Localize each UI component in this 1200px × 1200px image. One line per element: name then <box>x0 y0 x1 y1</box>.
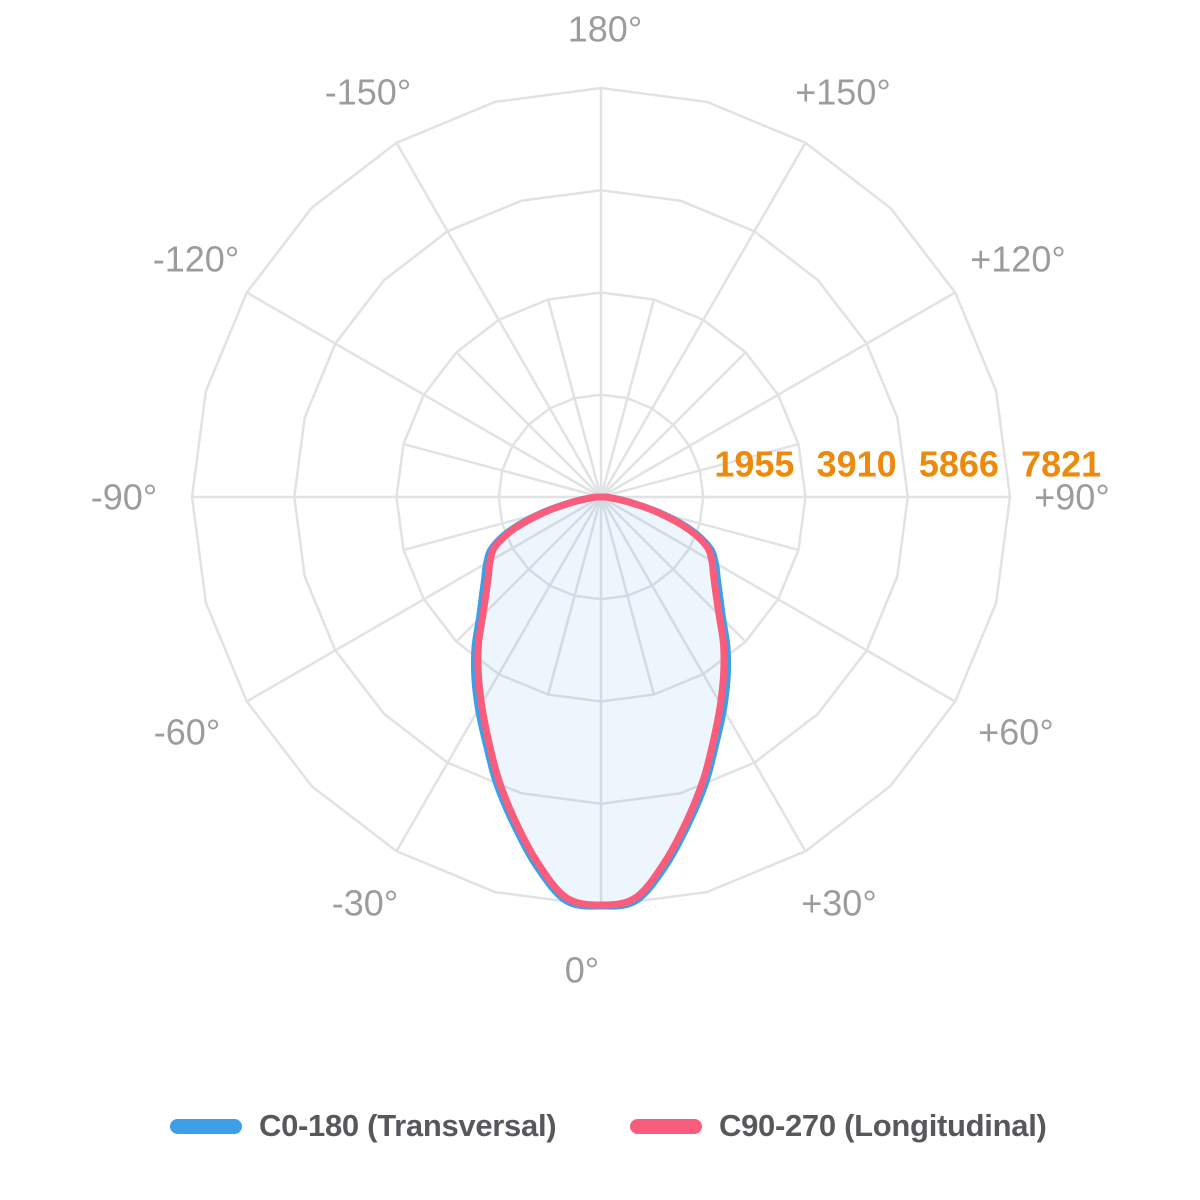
angle-label-0: 0° <box>565 950 599 991</box>
grid-spoke-major <box>395 496 603 852</box>
angle-label-150: +150° <box>795 72 890 113</box>
angle-label-30: +30° <box>801 883 876 924</box>
angle-label-120: -120° <box>153 239 239 280</box>
angle-label-150: -150° <box>325 72 411 113</box>
angle-label-120: +120° <box>970 239 1065 280</box>
grid-spoke-minor <box>403 442 602 499</box>
angle-label-60: -60° <box>154 712 220 753</box>
curve-c90-270 <box>474 493 728 909</box>
legend-item-c0-180[interactable]: C0-180 (Transversal) <box>170 1106 557 1146</box>
legend: C0-180 (Transversal) C90-270 (Longitudin… <box>0 1106 1200 1146</box>
grid-spoke-minor <box>455 351 602 498</box>
legend-swatch-c0-180 <box>170 1118 242 1134</box>
ring-value-label-7821: 7821 <box>1021 444 1101 485</box>
polar-chart-canvas: 180° -150° +150° -120° +120° -90° +90° -60° +60°… <box>91 9 1110 991</box>
grid-spoke-minor <box>546 299 603 498</box>
legend-swatch-c90-270 <box>630 1118 702 1134</box>
grid-spoke-major <box>246 291 602 499</box>
grid-spoke-minor <box>600 442 799 499</box>
grid-spoke-minor <box>546 496 603 695</box>
angle-label-90: -90° <box>91 477 157 518</box>
grid-spoke-minor <box>599 299 656 498</box>
polar-photometric-chart: 180° -150° +150° -120° +120° -90° +90° -60° +60°… <box>91 9 1110 991</box>
grid-spoke-major <box>395 142 603 498</box>
ring-value-label-1955: 1955 <box>714 444 794 485</box>
legend-item-c90-270[interactable]: C90-270 (Longitudinal) <box>630 1106 1047 1146</box>
ring-value-label-5866: 5866 <box>919 444 999 485</box>
grid-spoke-major <box>599 496 807 852</box>
grid-spoke-major <box>600 291 956 499</box>
grid-spoke-major <box>246 495 602 703</box>
legend-label-c90-270: C90-270 (Longitudinal) <box>719 1108 1047 1143</box>
ring-value-label-3910: 3910 <box>817 444 897 485</box>
angle-label-60: +60° <box>978 712 1053 753</box>
angle-label-30: -30° <box>332 883 398 924</box>
grid-spoke-major <box>599 142 807 498</box>
angle-label-180: 180° <box>568 9 642 50</box>
curve-c0-180 <box>470 493 732 910</box>
grid-spoke-minor <box>600 351 747 498</box>
grid-spoke-minor <box>599 496 656 695</box>
legend-label-c0-180: C0-180 (Transversal) <box>259 1108 557 1143</box>
angle-label-90: +90° <box>1034 477 1109 518</box>
grid-spoke-major <box>600 495 956 703</box>
